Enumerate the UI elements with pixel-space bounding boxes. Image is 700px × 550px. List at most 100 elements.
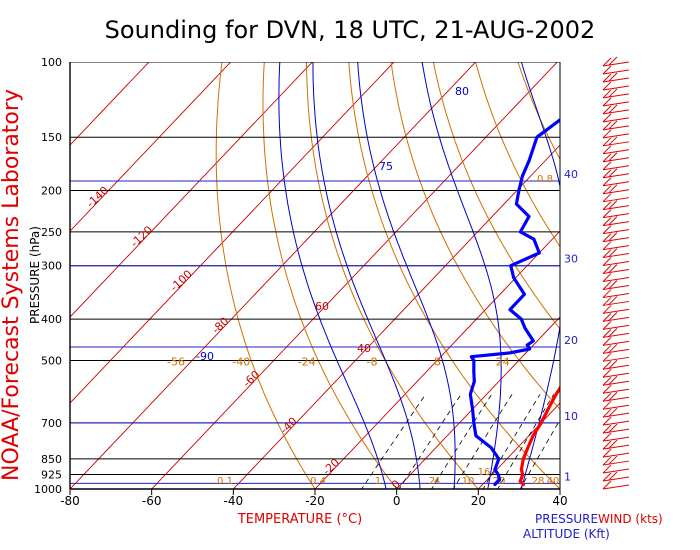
sounding-series	[468, 117, 560, 487]
wind-barb-flag	[602, 97, 612, 107]
wind-barb-flag	[608, 439, 618, 449]
chart-title: Sounding for DVN, 18 UTC, 21-AUG-2002	[105, 16, 596, 44]
wind-barb-flag	[608, 136, 618, 146]
wind-barb-flag	[602, 344, 612, 354]
wind-barb-flag	[602, 113, 612, 123]
mixing-ratio-line	[361, 394, 426, 489]
wind-barb	[602, 316, 630, 322]
wind-barb	[602, 476, 630, 482]
wind-barb	[602, 460, 630, 466]
wind-barb	[602, 468, 630, 474]
wind-barb	[602, 261, 630, 267]
altitude-tick-labels: 1 10 20 30 40	[564, 168, 578, 483]
mixing-ratio-label: 28	[532, 476, 545, 487]
dry-adiabat-label: -56	[167, 355, 185, 368]
plot-area: -180-160-140-120-100-80-60-40-200-56 -40-…	[40, 62, 560, 489]
wind-barb-flag	[602, 432, 612, 442]
mixing-ratio-lines	[361, 394, 560, 489]
series-temperature-line	[518, 385, 560, 487]
isotherm-line	[151, 62, 558, 489]
mixing-ratio-line	[519, 418, 560, 489]
mixing-ratio-line	[497, 394, 555, 489]
dry-adiabat	[306, 62, 480, 489]
dry-adiabat	[390, 62, 560, 410]
wind-barb	[602, 380, 630, 386]
wind-barb	[602, 205, 630, 211]
y-tick-label: 200	[41, 185, 62, 198]
wind-barb-flag	[608, 359, 618, 369]
dry-adiabat	[517, 62, 560, 161]
moist-adiabat	[520, 62, 560, 489]
wind-barb	[602, 396, 630, 402]
wind-barbs	[602, 56, 630, 490]
wind-barb-flag	[608, 248, 618, 257]
wind-barb-flag	[608, 168, 618, 178]
wind-barb	[602, 308, 630, 314]
wind-barb-flag	[608, 88, 618, 98]
wind-barb-flag	[602, 153, 612, 163]
dry-adiabat-label: 8	[434, 355, 441, 368]
wind-barb	[602, 284, 630, 290]
altitude-tick-label: 20	[564, 334, 578, 347]
isotherm-line	[70, 62, 477, 489]
mixing-ratio-label: 0.8	[537, 174, 553, 185]
isotherm-label: -160	[40, 145, 67, 172]
wind-barb-flag	[602, 257, 612, 266]
wind-barb-flag	[602, 225, 612, 234]
wind-barb	[602, 332, 630, 338]
moist-adiabats	[278, 62, 560, 489]
wind-barb	[602, 157, 630, 163]
wind-barb	[602, 109, 630, 115]
curve-label: -90	[196, 350, 214, 363]
wind-barb	[602, 404, 630, 410]
y-tick-label: 300	[41, 260, 62, 273]
wind-barb-flag	[608, 312, 618, 321]
isotherm-label: -60	[240, 368, 262, 390]
y-tick-label: 700	[41, 417, 62, 430]
wind-barb-flag	[608, 343, 618, 353]
x-axis-label: TEMPERATURE (°C)	[237, 512, 362, 527]
wind-barb-flag	[602, 145, 612, 155]
y-tick-label: 850	[41, 453, 62, 466]
wind-barb-flag	[602, 273, 612, 282]
wind-barb	[602, 101, 630, 107]
wind-barb	[602, 77, 630, 83]
wind-barb-flag	[602, 177, 612, 187]
wind-barb	[602, 237, 630, 243]
wind-barb-flag	[602, 289, 612, 298]
wind-barb-flag	[602, 384, 612, 394]
isotherm-label: -40	[278, 415, 300, 437]
wind-barb-flag	[602, 472, 612, 482]
curve-label: 60	[315, 300, 329, 313]
wind-barb-flag	[608, 72, 618, 82]
dry-adiabat	[348, 62, 560, 489]
wind-barb-flag	[608, 184, 618, 194]
isotherm-line	[559, 488, 560, 489]
wind-barb-flag	[608, 152, 618, 162]
wind-barb-flag	[602, 241, 612, 250]
wind-barb	[602, 85, 630, 91]
x-tick-label: 0	[393, 494, 401, 508]
wind-barb-flag	[608, 120, 618, 130]
wind-barb	[602, 133, 630, 139]
mixing-ratio-label: 0.4	[310, 476, 326, 487]
isobars	[70, 62, 560, 489]
wind-barb-flag	[602, 265, 612, 274]
mixing-ratio-label: 1	[375, 476, 381, 487]
wind-barb-flag	[602, 416, 612, 426]
wind-barb	[602, 300, 630, 306]
wind-barb-flag	[602, 424, 612, 434]
wind-barb	[602, 277, 630, 282]
y-tick-label: 100	[41, 56, 62, 69]
isotherm-line	[477, 402, 560, 489]
mixing-ratio-line	[452, 394, 513, 489]
wind-barb-flag	[602, 281, 612, 290]
wind-barb-flag	[602, 89, 612, 99]
wind-barb-flag	[602, 209, 612, 218]
wind-barb-flag	[602, 193, 612, 203]
wind-barb-flag	[602, 161, 612, 171]
wind-barb	[602, 269, 630, 275]
wind-barb-flag	[602, 81, 612, 91]
right-axis-altitude-label: ALTITUDE (Kft)	[523, 527, 610, 541]
